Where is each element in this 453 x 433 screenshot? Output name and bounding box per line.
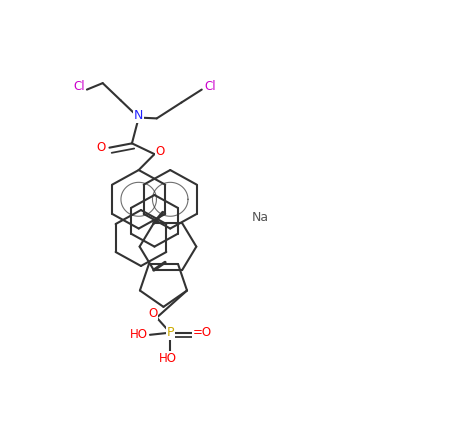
- Text: Cl: Cl: [73, 80, 85, 93]
- Text: HO: HO: [130, 328, 148, 341]
- Text: N: N: [134, 109, 144, 122]
- Text: Na: Na: [252, 211, 269, 224]
- Text: O: O: [96, 141, 106, 154]
- Text: HO: HO: [159, 352, 177, 365]
- Text: O: O: [149, 307, 158, 320]
- Text: O: O: [155, 145, 164, 158]
- Text: P: P: [166, 326, 174, 339]
- Text: =O: =O: [193, 326, 212, 339]
- Text: Cl: Cl: [204, 80, 216, 93]
